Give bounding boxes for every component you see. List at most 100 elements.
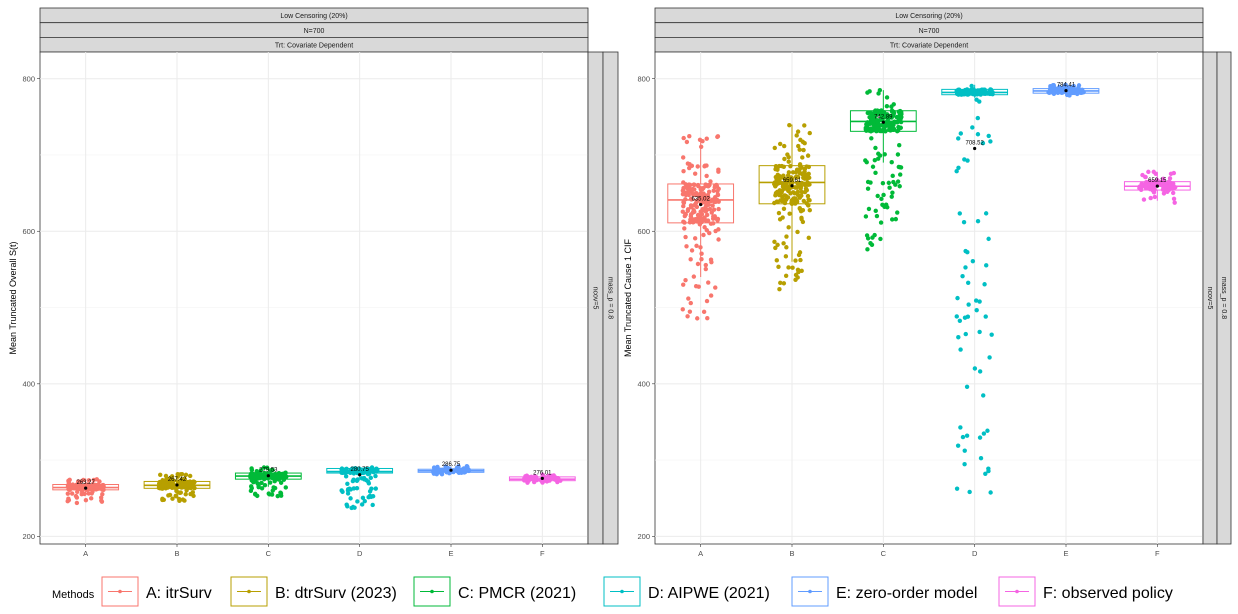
data-point xyxy=(773,166,778,172)
data-point xyxy=(680,209,685,214)
legend-key-point xyxy=(620,589,624,594)
x-tick-label: B xyxy=(174,549,179,558)
data-point xyxy=(868,241,873,246)
legend-item: C: PMCR (2021) xyxy=(413,576,576,607)
data-point xyxy=(177,498,182,504)
data-point xyxy=(1161,191,1167,196)
legend-label: B: dtrSurv (2023) xyxy=(275,585,397,602)
data-point xyxy=(97,479,102,484)
data-point xyxy=(1152,194,1158,200)
data-point xyxy=(870,164,876,169)
data-point xyxy=(865,236,871,241)
data-point xyxy=(790,265,795,270)
data-point xyxy=(704,298,710,304)
data-point xyxy=(1156,181,1162,186)
mean-point xyxy=(358,473,362,477)
data-point xyxy=(373,486,378,491)
data-point xyxy=(705,193,711,198)
x-tick-label: D xyxy=(972,549,978,558)
y-axis-title: Mean Truncated Overall S(t) xyxy=(8,241,18,354)
legend-key-point xyxy=(247,589,251,594)
data-point xyxy=(797,167,802,172)
data-point xyxy=(803,186,809,191)
data-point xyxy=(772,145,777,151)
data-point xyxy=(1140,181,1145,187)
data-point xyxy=(683,277,688,283)
data-point xyxy=(687,161,692,167)
legend-title: Methods xyxy=(52,589,95,601)
data-point xyxy=(790,170,796,175)
data-point xyxy=(866,206,872,212)
data-point xyxy=(83,497,89,503)
data-point xyxy=(986,133,991,139)
data-point xyxy=(865,247,870,252)
data-point xyxy=(986,466,991,471)
data-point xyxy=(686,188,691,194)
data-point xyxy=(714,182,719,188)
data-point xyxy=(685,207,691,212)
data-point xyxy=(1172,200,1177,205)
data-point xyxy=(165,476,170,482)
data-point xyxy=(431,465,437,470)
data-point xyxy=(884,104,890,109)
data-point xyxy=(157,485,163,491)
y-tick-label: 800 xyxy=(22,74,35,83)
data-point xyxy=(684,244,689,249)
x-tick-label: F xyxy=(1155,549,1160,558)
data-point xyxy=(865,179,871,185)
data-point xyxy=(777,217,783,222)
legend-key-point xyxy=(1015,589,1019,594)
mean-label: 659.15 xyxy=(1148,178,1167,184)
x-tick-label: A xyxy=(83,549,88,558)
data-point xyxy=(806,171,811,177)
mean-label: 659.61 xyxy=(783,178,802,184)
box-group-e: 286.75 xyxy=(417,462,485,477)
facet-strip-right-label: mass_p = 0.8 xyxy=(607,277,614,319)
mean-point xyxy=(973,146,977,151)
data-point xyxy=(801,147,806,153)
data-point xyxy=(975,115,981,121)
facet-strip-label: Low Censoring (20%) xyxy=(895,13,962,20)
data-point xyxy=(370,502,375,508)
legend-label: A: itrSurv xyxy=(146,585,212,602)
data-point xyxy=(960,434,966,440)
data-point xyxy=(1071,83,1077,89)
data-point xyxy=(795,189,801,194)
data-point xyxy=(958,131,964,136)
x-tick-label: D xyxy=(357,549,363,558)
data-point xyxy=(878,236,883,242)
data-point xyxy=(1171,170,1177,176)
data-point xyxy=(715,188,720,194)
data-point xyxy=(183,492,188,497)
data-point xyxy=(692,236,698,241)
data-point xyxy=(694,243,699,248)
data-point xyxy=(963,248,968,254)
data-point xyxy=(863,214,869,219)
data-point xyxy=(964,384,970,389)
facet-strip-label: N=700 xyxy=(304,28,325,35)
data-point xyxy=(954,314,959,319)
data-point xyxy=(345,481,350,486)
data-point xyxy=(988,490,993,495)
data-point xyxy=(786,265,791,270)
data-point xyxy=(261,465,267,470)
data-point xyxy=(957,318,963,323)
data-point xyxy=(864,159,869,165)
data-point xyxy=(896,116,902,121)
data-point xyxy=(806,235,811,241)
data-point xyxy=(880,180,886,186)
box-group-d: 708.52 xyxy=(941,83,1009,495)
data-point xyxy=(706,280,711,285)
data-point xyxy=(703,262,709,268)
data-point xyxy=(977,435,983,440)
data-point xyxy=(981,393,986,398)
data-point xyxy=(172,485,177,490)
data-point xyxy=(715,134,721,139)
data-point xyxy=(248,484,254,489)
data-point xyxy=(710,203,715,208)
data-point xyxy=(255,481,260,486)
y-tick-label: 200 xyxy=(637,532,650,541)
data-point xyxy=(692,217,698,222)
data-point xyxy=(776,264,781,270)
